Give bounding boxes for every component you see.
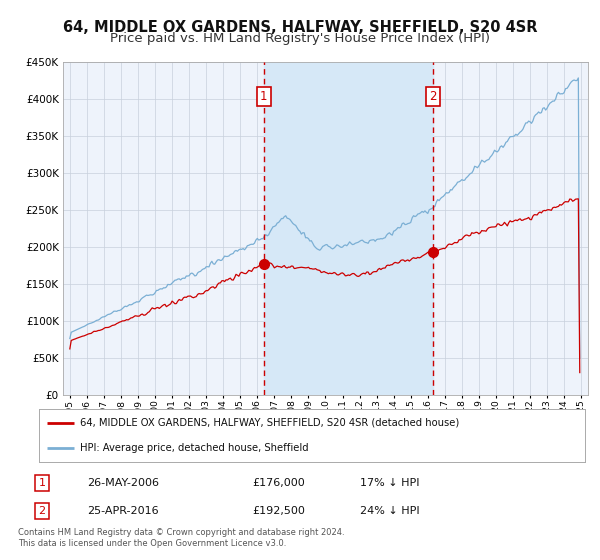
Text: 2: 2: [38, 506, 46, 516]
Text: Price paid vs. HM Land Registry's House Price Index (HPI): Price paid vs. HM Land Registry's House …: [110, 32, 490, 45]
Text: HPI: Average price, detached house, Sheffield: HPI: Average price, detached house, Shef…: [80, 443, 308, 453]
Text: 64, MIDDLE OX GARDENS, HALFWAY, SHEFFIELD, S20 4SR: 64, MIDDLE OX GARDENS, HALFWAY, SHEFFIEL…: [63, 20, 537, 35]
Text: £176,000: £176,000: [252, 478, 305, 488]
Text: 64, MIDDLE OX GARDENS, HALFWAY, SHEFFIELD, S20 4SR (detached house): 64, MIDDLE OX GARDENS, HALFWAY, SHEFFIEL…: [80, 418, 459, 428]
Text: 26-MAY-2006: 26-MAY-2006: [87, 478, 159, 488]
Text: 17% ↓ HPI: 17% ↓ HPI: [360, 478, 419, 488]
Text: £192,500: £192,500: [252, 506, 305, 516]
Text: 1: 1: [260, 90, 268, 103]
Text: 24% ↓ HPI: 24% ↓ HPI: [360, 506, 419, 516]
Text: 2: 2: [429, 90, 436, 103]
Text: Contains HM Land Registry data © Crown copyright and database right 2024.
This d: Contains HM Land Registry data © Crown c…: [18, 528, 344, 548]
Text: 1: 1: [38, 478, 46, 488]
Bar: [264, 62, 433, 395]
Text: 25-APR-2016: 25-APR-2016: [87, 506, 158, 516]
